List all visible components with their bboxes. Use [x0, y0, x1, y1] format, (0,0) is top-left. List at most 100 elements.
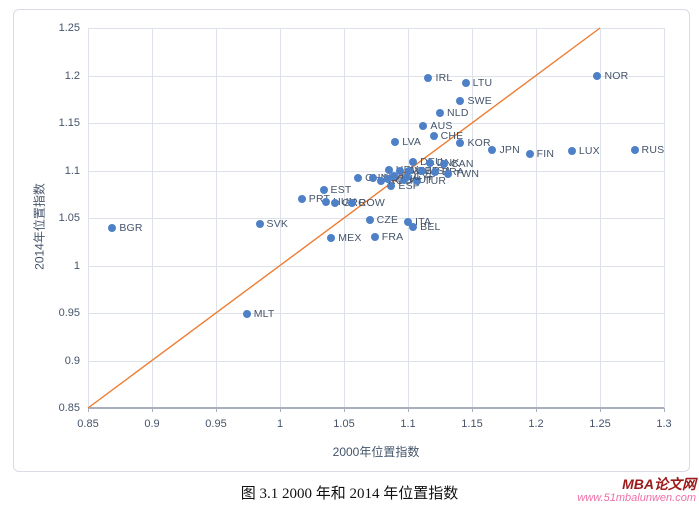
y-tick-label: 1.2: [64, 69, 80, 82]
data-point: [108, 223, 117, 232]
data-point: [461, 79, 470, 88]
data-point: [370, 233, 379, 241]
data-point-label: LTU: [472, 77, 493, 90]
data-point: [377, 176, 386, 185]
x-tick-label: 1: [276, 418, 284, 430]
data-point: [593, 72, 602, 81]
data-point: [242, 309, 251, 318]
data-point-label: JPN: [499, 143, 520, 156]
x-tick-label: 1.2: [528, 418, 544, 430]
data-point: [409, 222, 418, 231]
data-point: [567, 146, 576, 155]
gridline: [88, 28, 664, 29]
data-point: [443, 170, 452, 179]
data-point-label: NOR: [604, 70, 629, 83]
data-point-label: TUR: [423, 174, 447, 187]
data-point: [319, 186, 328, 195]
y-tick-label: 0.95: [58, 307, 80, 319]
data-point-label: LUX: [578, 144, 600, 157]
gridline: [88, 75, 664, 77]
axis-tick: [536, 408, 537, 412]
axis-tick: [408, 408, 409, 412]
data-point-label: RUS: [641, 143, 665, 156]
data-point-label: CZE: [376, 213, 399, 226]
data-point: [418, 167, 427, 176]
data-point-label: TWN: [454, 168, 480, 181]
data-point: [412, 176, 421, 185]
data-point-label: MEX: [338, 231, 362, 244]
figure-caption: 图 3.1 2000 年和 2014 年位置指数: [240, 486, 459, 502]
axis-tick: [152, 408, 153, 412]
x-tick-label: 1.1: [400, 418, 416, 430]
gridline: [88, 360, 664, 362]
data-point-label: LVA: [402, 136, 422, 148]
data-point: [322, 197, 331, 206]
x-axis-line: [88, 407, 664, 409]
data-point: [424, 74, 433, 83]
data-point-label: AUS: [430, 119, 453, 132]
gridline: [88, 265, 664, 267]
data-point-label: FRA: [381, 231, 404, 243]
data-point: [369, 174, 378, 183]
data-point: [419, 121, 428, 130]
axis-tick: [472, 408, 473, 412]
axis-tick: [664, 408, 665, 412]
x-tick-label: 1.05: [333, 418, 355, 430]
data-point: [347, 198, 356, 207]
y-axis-title: 2014年位置指数: [32, 183, 47, 270]
data-point: [384, 165, 393, 174]
y-tick-label: 1.1: [64, 164, 80, 177]
data-point-label: ITA: [415, 215, 432, 228]
y-tick-label: 1: [73, 259, 80, 272]
data-point: [387, 181, 396, 190]
data-point: [391, 138, 400, 146]
data-point-label: SWE: [467, 95, 492, 108]
data-point: [525, 150, 534, 159]
gridline: [88, 123, 664, 124]
y-tick-label: 0.85: [58, 402, 80, 414]
data-point: [383, 175, 392, 184]
axis-tick: [280, 408, 281, 412]
y-tick-label: 1.15: [58, 117, 80, 129]
y-tick-label: 0.9: [64, 354, 80, 367]
data-point-label: MLT: [253, 307, 275, 320]
axis-tick: [216, 408, 217, 412]
gridline: [664, 28, 665, 408]
watermark-brand: MBA论文网: [622, 476, 696, 492]
y-tick-label: 1.05: [58, 212, 80, 224]
data-point: [439, 159, 448, 168]
data-point: [255, 219, 264, 228]
x-tick-label: 1.25: [589, 418, 611, 430]
data-point-label: SVK: [266, 217, 289, 230]
x-axis-title: 2000年位置指数: [332, 445, 420, 459]
data-point: [354, 174, 363, 183]
data-point: [389, 172, 398, 181]
x-tick-label: 0.9: [144, 418, 160, 430]
data-point-label: EST: [330, 184, 352, 197]
data-point-label: FIN: [536, 148, 555, 161]
x-tick-label: 1.3: [656, 418, 672, 430]
x-tick-label: 0.95: [205, 418, 227, 430]
x-tick-label: 1.15: [461, 418, 483, 430]
data-point: [297, 195, 306, 203]
data-point: [327, 233, 336, 242]
data-point: [436, 108, 444, 117]
axis-tick: [344, 408, 345, 412]
axis-tick: [600, 408, 601, 412]
data-point: [430, 168, 439, 177]
data-point-label: KOR: [467, 136, 491, 149]
y-tick-label: 1.25: [58, 22, 80, 34]
data-point: [409, 157, 418, 166]
x-tick-label: 0.85: [77, 418, 99, 430]
data-point: [405, 166, 414, 175]
data-point-label: ROW: [358, 196, 385, 209]
data-point-label: BGR: [119, 221, 143, 234]
data-point: [331, 198, 340, 207]
data-point: [456, 97, 465, 106]
data-point-label: IRL: [435, 72, 453, 85]
data-point: [630, 145, 639, 154]
gridline: [88, 313, 664, 314]
data-point: [488, 145, 497, 154]
data-point-label: CAN: [450, 157, 474, 170]
axis-tick: [88, 408, 89, 412]
